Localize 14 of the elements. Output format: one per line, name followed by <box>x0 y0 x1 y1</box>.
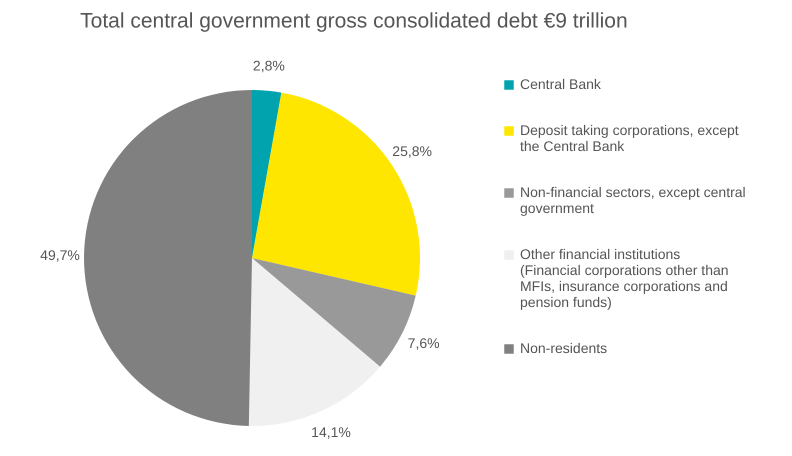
legend-label: Other financial institutions (Financial corporations other than MFIs, insurance corporations and pension funds) <box>520 246 729 310</box>
legend-label: Non-residents <box>520 340 608 356</box>
pie-slice <box>248 258 380 426</box>
data-label: 25,8% <box>392 143 432 160</box>
data-label: 2,8% <box>252 58 285 74</box>
data-label: 7,6% <box>408 335 440 352</box>
pie-slice <box>84 90 252 426</box>
pie-slice <box>252 90 282 258</box>
data-label: 49,7% <box>40 247 80 264</box>
chart-title: Total central government gross consolidated debt €9 trillion <box>80 10 628 33</box>
legend-label: Central Bank <box>520 76 602 92</box>
data-label: 14,1% <box>311 424 351 440</box>
legend-label: Non-financial sectors, except central government <box>520 184 746 216</box>
legend-label: Deposit taking corporations, except the Central Bank <box>520 122 739 154</box>
